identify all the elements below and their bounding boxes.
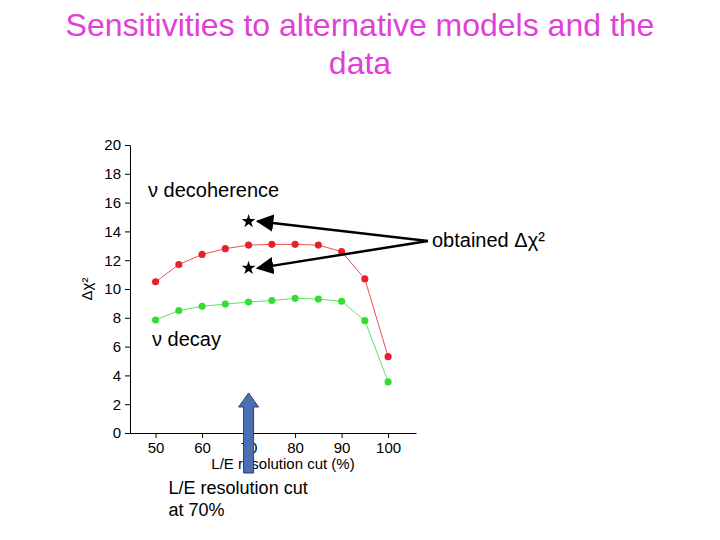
y-tick: 6 [113,338,130,355]
annotation-arrow [258,241,428,268]
y-tick-label: 10 [104,280,121,297]
x-axis-title: L/E resolution cut (%) [211,455,354,472]
point-marker [199,303,206,310]
y-tick-label: 2 [113,396,121,413]
y-tick-mark [125,347,130,348]
point-marker [199,251,206,258]
y-tick: 18 [104,165,130,182]
point-marker [385,353,392,360]
x-tick-mark [342,433,343,438]
point-marker [245,242,252,249]
point-marker [292,295,299,302]
y-tick: 20 [104,136,130,153]
y-axis-line [130,146,131,434]
series-label: ν decay [152,328,221,350]
y-tick: 0 [113,424,130,441]
point-marker [152,278,159,285]
y-tick: 16 [104,194,130,211]
y-tick-label: 12 [104,252,121,269]
point-marker [385,378,392,385]
x-tick-mark [156,433,157,438]
x-tick-label: 60 [194,439,211,456]
chart-title: Sensitivities to alternative models and … [40,6,680,82]
x-tick: 50 [148,433,165,456]
chart-svg: 506070809010002468101214161820L/E resolu… [0,0,720,540]
point-marker [152,316,159,323]
point-marker [361,317,368,324]
x-tick-mark [202,433,203,438]
y-tick: 8 [113,309,130,326]
y-tick: 14 [104,223,130,240]
x-tick: 60 [194,433,211,456]
y-axis: 0 2 4 6 8 10 12 14 16 18 20 [104,136,130,441]
point-marker [315,242,322,249]
x-tick-label: 50 [148,439,165,456]
point-marker [361,275,368,282]
y-tick-mark [125,433,130,434]
point-marker [175,261,182,268]
y-tick-label: 4 [113,367,121,384]
y-tick: 2 [113,396,130,413]
y-tick-mark [125,289,130,290]
series-label: ν decoherence [148,179,279,201]
star-marker [242,261,256,274]
y-tick-mark [125,375,130,376]
annotation-text: L/E resolution cut at 70% [169,477,319,521]
y-tick-label: 20 [104,136,121,153]
y-tick: 10 [104,280,130,297]
y-tick-label: 18 [104,165,121,182]
point-marker [245,298,252,305]
annotation-label: obtained Δχ² [432,229,545,251]
x-tick: 80 [287,433,304,456]
x-tick: 90 [334,433,351,456]
x-axis-line [131,433,417,434]
y-tick-mark [125,260,130,261]
y-tick-mark [125,174,130,175]
y-tick-label: 6 [113,338,121,355]
annotation-arrow [258,221,428,241]
star-marker [242,214,256,227]
x-tick-mark [388,433,389,438]
y-tick-label: 16 [104,194,121,211]
x-tick: 100 [376,433,401,456]
y-tick-mark [125,145,130,146]
y-tick-label: 0 [113,424,121,441]
y-tick: 4 [113,367,130,384]
y-tick-mark [125,404,130,405]
y-axis-title: Δχ² [78,278,95,301]
y-tick-label: 8 [113,309,121,326]
y-tick-mark [125,231,130,232]
y-tick: 12 [104,252,130,269]
x-axis: 5060708090100 [131,433,417,456]
point-marker [268,241,275,248]
point-marker [315,296,322,303]
x-tick-label: 100 [376,439,401,456]
y-tick-label: 14 [104,223,121,240]
plot-area [152,214,392,385]
point-marker [175,307,182,314]
x-tick-mark [295,433,296,438]
annotation-arrow [239,393,259,473]
y-tick-mark [125,318,130,319]
x-tick-label: 90 [334,439,351,456]
point-marker [338,298,345,305]
point-marker [222,245,229,252]
point-marker [292,241,299,248]
point-marker [222,301,229,308]
x-tick-label: 80 [287,439,304,456]
point-marker [268,297,275,304]
y-tick-mark [125,203,130,204]
